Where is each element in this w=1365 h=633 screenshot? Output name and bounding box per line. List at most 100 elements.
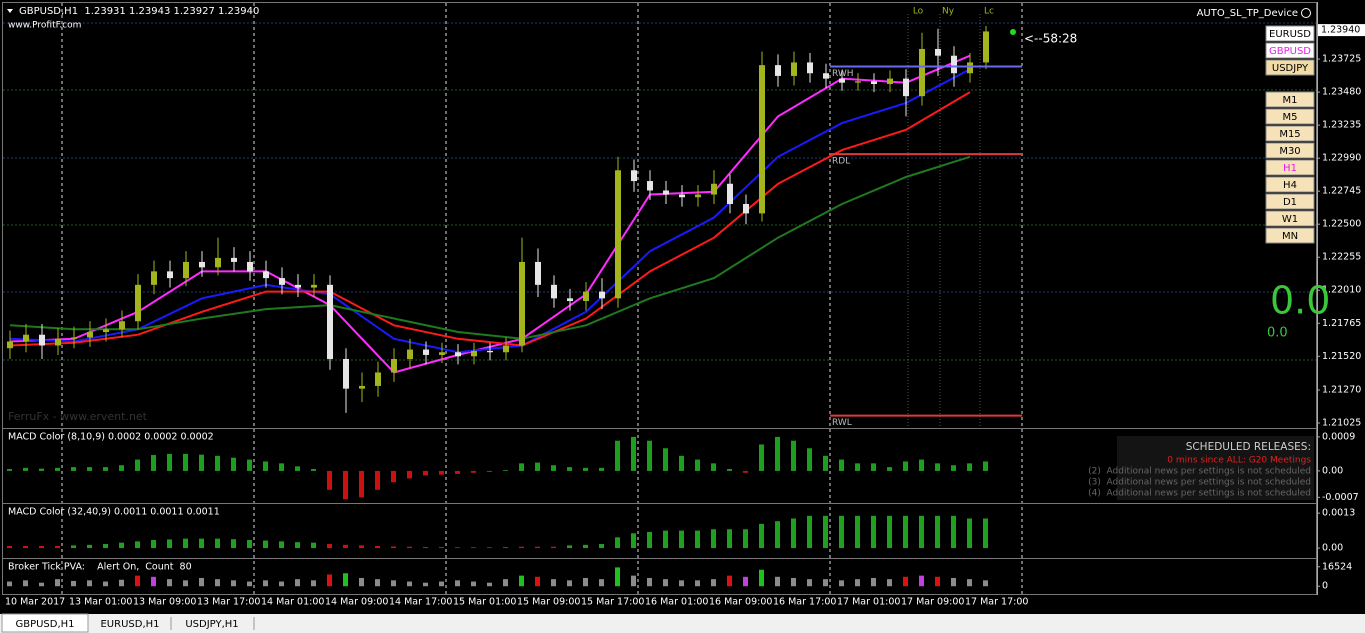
candle-body <box>615 170 621 299</box>
histogram-bar <box>87 580 92 587</box>
histogram-bar <box>247 540 252 549</box>
histogram-bar <box>919 515 924 549</box>
histogram-bar <box>839 580 844 587</box>
histogram-bar <box>359 545 364 549</box>
timeframe-label[interactable]: H4 <box>1283 180 1297 191</box>
histogram-bar <box>599 544 604 549</box>
histogram-bar <box>391 470 396 483</box>
candle-body <box>471 350 477 357</box>
session-label: Lc <box>984 7 994 17</box>
timeframe-label[interactable]: W1 <box>1282 214 1298 225</box>
x-tick-label: 13 Mar 01:00 <box>69 597 132 608</box>
histogram-bar <box>311 469 316 471</box>
histogram-bar <box>887 515 892 549</box>
y-tick-label: 16524 <box>1322 561 1352 572</box>
histogram-bar <box>119 465 124 471</box>
symbol-button[interactable] <box>1265 25 1315 42</box>
candle-body <box>599 291 605 299</box>
timeframe-button[interactable] <box>1265 227 1315 244</box>
timeframe-button[interactable] <box>1265 108 1315 125</box>
expert-icon <box>1301 8 1311 18</box>
news-line: (3) Additional news per settings is not … <box>1088 478 1311 488</box>
y-tick-label: 1.23480 <box>1322 87 1361 98</box>
y-tick-label: 0 <box>1322 581 1328 592</box>
panel-title: Broker Tick PVA: Alert On, Count 80 <box>8 562 192 573</box>
menu-arrow[interactable] <box>7 9 13 13</box>
histogram-bar <box>279 581 284 587</box>
tick-dot <box>1010 29 1016 35</box>
symbol-button[interactable] <box>1265 42 1315 59</box>
histogram-bar <box>135 459 140 471</box>
timeframe-label[interactable]: M1 <box>1283 95 1298 106</box>
histogram-bar <box>71 545 76 549</box>
tab[interactable]: EURUSD,H1 <box>100 619 159 630</box>
histogram-bar <box>487 470 492 473</box>
histogram-bar <box>855 515 860 549</box>
timeframe-label[interactable]: H1 <box>1283 163 1297 174</box>
histogram-bar <box>455 547 460 549</box>
candle-body <box>359 385 365 389</box>
histogram-bar <box>535 546 540 549</box>
histogram-bar <box>903 461 908 471</box>
histogram-bar <box>599 467 604 471</box>
histogram-bar <box>551 546 556 549</box>
histogram-bar <box>983 518 988 549</box>
timeframe-button[interactable] <box>1265 159 1315 176</box>
tab[interactable]: GBPUSD,H1 <box>15 619 74 630</box>
histogram-bar <box>407 470 412 479</box>
x-tick-label: 10 Mar 2017 <box>5 597 65 608</box>
timeframe-button[interactable] <box>1265 193 1315 210</box>
level-label: RDL <box>832 157 850 167</box>
candle-body <box>215 257 221 268</box>
timeframe-label[interactable]: M30 <box>1279 146 1300 157</box>
symbol-button[interactable] <box>1265 59 1315 76</box>
histogram-bar <box>647 440 652 471</box>
histogram-bar <box>695 580 700 587</box>
timeframe-button[interactable] <box>1265 142 1315 159</box>
y-tick-label: 0.00 <box>1322 465 1343 476</box>
histogram-bar <box>839 515 844 549</box>
histogram-bar <box>711 529 716 549</box>
timeframe-label[interactable]: D1 <box>1283 197 1297 208</box>
timeframe-button[interactable] <box>1265 210 1315 227</box>
timeframe-label[interactable]: MN <box>1282 231 1298 242</box>
chart-header: GBPUSD,H1 1.23931 1.23943 1.23927 1.2394… <box>19 6 259 17</box>
symbol-label[interactable]: USDJPY <box>1272 63 1309 74</box>
timeframe-button[interactable] <box>1265 125 1315 142</box>
timeframe-button[interactable] <box>1265 176 1315 193</box>
price-grid <box>3 22 1317 361</box>
histogram-bar <box>247 459 252 471</box>
candle-body <box>103 329 109 333</box>
histogram-bar <box>663 579 668 587</box>
timeframe-button[interactable] <box>1265 91 1315 108</box>
candle-body <box>135 284 141 322</box>
histogram-bar <box>679 455 684 471</box>
histogram-bar <box>439 470 444 475</box>
histogram-bar <box>727 575 732 587</box>
timeframe-label[interactable]: M5 <box>1283 112 1298 123</box>
tab-active[interactable] <box>1 613 89 633</box>
tab[interactable]: USDJPY,H1 <box>185 619 238 630</box>
candle-body <box>679 194 685 198</box>
histogram-bar <box>39 582 44 587</box>
frame <box>2 2 1317 595</box>
histogram-bar <box>791 518 796 549</box>
histogram-bar <box>807 579 812 587</box>
histogram-bar <box>615 537 620 549</box>
x-tick-label: 15 Mar 09:00 <box>517 597 580 608</box>
histogram-bar <box>519 575 524 587</box>
histogram-bar <box>615 567 620 587</box>
histogram-bar <box>935 463 940 471</box>
candle-body <box>151 271 157 285</box>
candle-body <box>119 321 125 330</box>
x-tick-label: 14 Mar 01:00 <box>261 597 324 608</box>
histogram-bar <box>375 579 380 587</box>
symbol-label[interactable]: EURUSD <box>1269 29 1311 40</box>
histogram-bar <box>263 540 268 549</box>
symbol-label[interactable]: GBPUSD <box>1269 46 1311 57</box>
timeframe-label[interactable]: M15 <box>1279 129 1300 140</box>
candle-body <box>519 261 525 346</box>
histogram-bar <box>551 465 556 471</box>
